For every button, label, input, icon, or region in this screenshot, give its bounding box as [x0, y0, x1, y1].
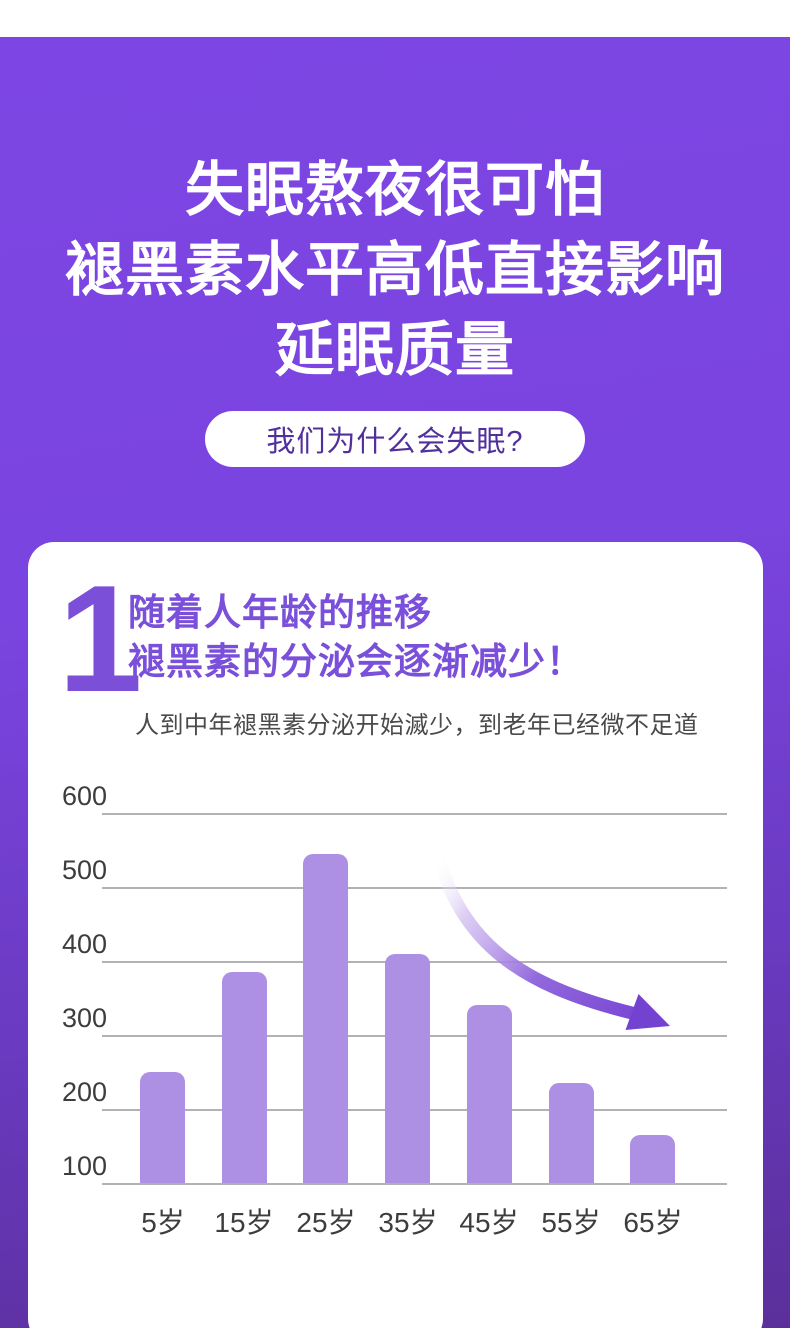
top-white-strip [0, 0, 790, 37]
bar-45岁 [467, 1005, 512, 1183]
y-tick-label: 100 [62, 1151, 108, 1181]
card-title: 随着人年龄的推移 褪黑素的分泌会逐渐减少！ [128, 588, 584, 686]
x-tick-label: 45岁 [459, 1207, 519, 1238]
x-tick-label: 65岁 [623, 1207, 683, 1238]
x-tick-label: 55岁 [541, 1207, 601, 1238]
bar-65岁 [630, 1134, 675, 1183]
pill-button[interactable]: 我们为什么会失眠? [205, 411, 585, 467]
y-tick-label: 600 [62, 781, 108, 811]
bar-15岁 [222, 972, 267, 1183]
y-tick-label: 400 [62, 929, 108, 959]
hero-title-line-2: 褪黑素水平高低直接影响 [64, 237, 725, 303]
hero-title-line-1: 失眠熬夜很可怕 [184, 157, 605, 223]
x-tick-label: 15岁 [214, 1207, 274, 1238]
bar-chart: 600 500 400 300 200 100 5岁 15岁 25岁 35岁 45岁 55岁 65岁 [28, 772, 763, 1272]
x-tick-label: 5岁 [141, 1207, 185, 1238]
card-title-line-1: 随着人年龄的推移 [128, 592, 432, 633]
card-title-line-2: 褪黑素的分泌会逐渐减少！ [128, 641, 584, 682]
hero-title: 失眠熬夜很可怕 褪黑素水平高低直接影响 延眠质量 [0, 150, 790, 390]
x-tick-label: 35岁 [378, 1207, 438, 1238]
x-tick-label: 25岁 [296, 1207, 356, 1238]
y-tick-label: 200 [62, 1077, 108, 1107]
y-tick-label: 300 [62, 1003, 108, 1033]
bar-25岁 [303, 853, 348, 1183]
gridline [102, 813, 727, 815]
y-tick-label: 500 [62, 855, 108, 885]
gridline [102, 1183, 727, 1185]
purple-background: 失眠熬夜很可怕 褪黑素水平高低直接影响 延眠质量 我们为什么会失眠? 1 随着人… [0, 37, 790, 1328]
card-subtitle: 人到中年褪黑素分泌开始滅少，到老年已经微不足道 [135, 712, 699, 739]
bar-35岁 [385, 953, 430, 1183]
step-number: 1 [58, 554, 143, 724]
bar-55岁 [549, 1083, 594, 1183]
trend-arrow-icon [431, 851, 670, 1030]
gridline [102, 887, 727, 889]
bar-5岁 [140, 1072, 185, 1183]
hero-title-line-3: 延眠质量 [274, 317, 515, 383]
info-card: 1 随着人年龄的推移 褪黑素的分泌会逐渐减少！ 人到中年褪黑素分泌开始滅少，到老… [28, 542, 763, 1328]
